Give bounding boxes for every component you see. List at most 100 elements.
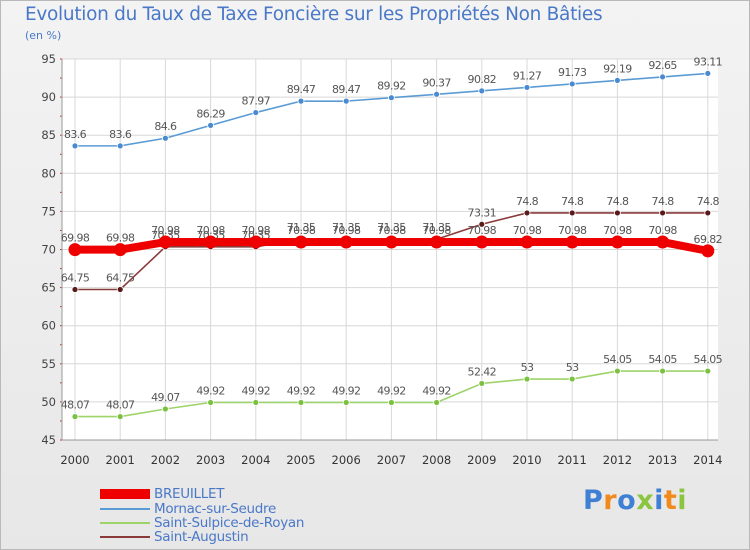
data-label-mornac-sur-seudre: 89.47: [332, 83, 361, 96]
y-tick-label: 75: [41, 204, 56, 218]
data-label-mornac-sur-seudre: 89.47: [287, 83, 316, 96]
data-label-saint-sulpice-de-royan: 54.05: [603, 353, 632, 366]
data-point-saint-augustin: [614, 209, 621, 217]
data-point-saint-augustin: [704, 209, 712, 217]
data-label-breuillet: 70.98: [558, 224, 587, 237]
data-point-saint-augustin: [523, 209, 531, 217]
data-label-saint-augustin: 74.8: [652, 195, 675, 208]
data-label-mornac-sur-seudre: 90.37: [422, 76, 451, 89]
data-point-breuillet: [113, 243, 127, 257]
data-label-mornac-sur-seudre: 87.97: [242, 95, 271, 108]
x-tick-label: 2002: [151, 453, 180, 467]
legend-swatch: [100, 508, 150, 510]
x-tick-label: 2004: [241, 453, 270, 467]
data-point-breuillet: [610, 235, 624, 249]
data-point-mornac-sur-seudre: [478, 87, 486, 95]
data-label-saint-sulpice-de-royan: 54.05: [648, 353, 677, 366]
logo-letter: o: [617, 485, 637, 516]
y-tick-label: 95: [41, 52, 56, 66]
x-tick-label: 2005: [286, 453, 315, 467]
data-label-saint-augustin: 74.8: [606, 195, 629, 208]
data-point-breuillet: [701, 244, 715, 258]
data-point-breuillet: [68, 243, 82, 257]
legend-item-saint-sulpice-de-royan: Saint-Sulpice-de-Royan: [100, 515, 304, 531]
data-label-mornac-sur-seudre: 91.73: [558, 66, 587, 79]
legend-label: Mornac-sur-Seudre: [154, 501, 276, 517]
data-label-breuillet: 70.98: [242, 224, 271, 237]
data-label-breuillet: 69.98: [106, 232, 135, 245]
legend-swatch: [100, 522, 150, 524]
data-label-saint-augustin: 71.35: [377, 221, 406, 234]
data-point-breuillet: [204, 235, 218, 249]
data-label-mornac-sur-seudre: 90.82: [468, 73, 497, 86]
legend-item-breuillet: BREUILLET: [100, 486, 225, 502]
data-point-saint-sulpice-de-royan: [252, 399, 260, 406]
data-point-mornac-sur-seudre: [342, 97, 350, 105]
data-point-breuillet: [294, 235, 308, 249]
data-label-saint-sulpice-de-royan: 49.92: [422, 385, 451, 398]
data-label-breuillet: 70.98: [151, 224, 180, 237]
x-tick-label: 2014: [693, 453, 722, 467]
y-tick-label: 65: [41, 281, 56, 295]
data-point-saint-sulpice-de-royan: [207, 399, 215, 406]
logo-letter: i: [677, 485, 688, 516]
data-label-mornac-sur-seudre: 83.6: [64, 128, 87, 141]
data-label-mornac-sur-seudre: 93.11: [694, 55, 723, 68]
legend-swatch: [100, 536, 150, 538]
data-label-mornac-sur-seudre: 83.6: [109, 128, 132, 141]
y-tick-label: 50: [41, 395, 56, 409]
data-point-mornac-sur-seudre: [433, 90, 441, 98]
x-tick-label: 2010: [512, 453, 541, 467]
data-point-saint-sulpice-de-royan: [614, 367, 621, 375]
data-point-saint-augustin: [659, 209, 666, 217]
data-label-mornac-sur-seudre: 86.29: [196, 107, 225, 120]
data-point-breuillet: [475, 235, 489, 249]
data-point-breuillet: [565, 235, 579, 249]
data-point-saint-sulpice-de-royan: [433, 399, 441, 406]
y-tick-label: 85: [41, 128, 56, 142]
data-label-breuillet: 70.98: [287, 224, 316, 237]
data-point-breuillet: [520, 235, 534, 249]
data-label-mornac-sur-seudre: 84.6: [154, 120, 177, 133]
data-point-mornac-sur-seudre: [207, 121, 215, 129]
data-label-saint-augustin: 71.35: [287, 221, 316, 234]
data-label-saint-sulpice-de-royan: 53: [566, 361, 579, 374]
x-tick-label: 2007: [377, 453, 406, 467]
data-point-mornac-sur-seudre: [659, 73, 666, 81]
data-label-saint-sulpice-de-royan: 52.42: [468, 365, 497, 378]
data-point-saint-sulpice-de-royan: [161, 405, 169, 413]
data-label-breuillet: 70.98: [422, 224, 451, 237]
data-point-saint-sulpice-de-royan: [297, 399, 305, 406]
legend-item-mornac-sur-seudre: Mornac-sur-Seudre: [100, 501, 276, 517]
data-label-saint-sulpice-de-royan: 48.07: [106, 399, 135, 412]
data-point-saint-augustin: [478, 220, 486, 228]
data-point-saint-sulpice-de-royan: [478, 380, 486, 387]
x-tick-label: 2006: [332, 453, 361, 467]
x-tick-label: 2013: [648, 453, 677, 467]
data-point-saint-sulpice-de-royan: [387, 399, 395, 406]
logo-letter: i: [654, 485, 664, 516]
data-point-saint-augustin: [116, 286, 124, 293]
data-point-breuillet: [249, 235, 263, 249]
legend-label: BREUILLET: [154, 486, 225, 502]
data-point-mornac-sur-seudre: [252, 109, 260, 116]
data-point-mornac-sur-seudre: [704, 70, 712, 77]
data-point-saint-sulpice-de-royan: [704, 367, 712, 375]
legend-item-saint-augustin: Saint-Augustin: [100, 529, 249, 545]
data-label-breuillet: 70.98: [377, 224, 406, 237]
logo-letter: x: [636, 485, 655, 516]
proxiti-logo: Proxiti: [583, 485, 687, 516]
y-tick-label: 60: [41, 319, 56, 333]
data-label-saint-sulpice-de-royan: 48.07: [61, 399, 90, 412]
data-point-saint-sulpice-de-royan: [523, 375, 531, 383]
logo-letter: r: [603, 485, 618, 516]
data-point-mornac-sur-seudre: [297, 97, 305, 105]
y-tick-label: 70: [41, 243, 56, 257]
data-label-saint-sulpice-de-royan: 49.92: [242, 385, 271, 398]
data-label-saint-sulpice-de-royan: 54.05: [694, 353, 723, 366]
data-label-breuillet: 70.98: [196, 224, 225, 237]
data-label-saint-sulpice-de-royan: 49.92: [377, 385, 406, 398]
data-label-saint-augustin: 71.35: [332, 221, 361, 234]
data-label-saint-sulpice-de-royan: 49.92: [287, 385, 316, 398]
